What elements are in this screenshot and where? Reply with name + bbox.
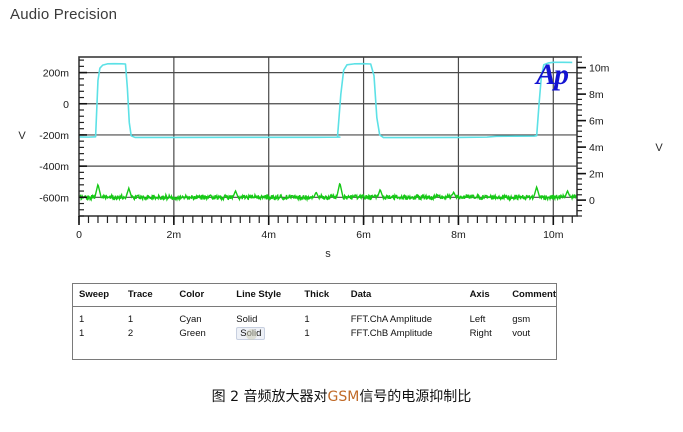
y-axis-title-left: V [18, 130, 26, 142]
column-header-line-style: Line Style [236, 284, 305, 307]
tick-label-right: 10m [589, 63, 610, 75]
column-header-data: Data [350, 284, 470, 307]
series-line-cha[interactable] [79, 61, 573, 139]
tick-label-left: 200m [43, 68, 70, 80]
trace-table-panel[interactable]: Sweep Trace Color Line Style Thick Data … [72, 283, 557, 360]
cell-trace[interactable]: 1 [127, 314, 134, 325]
cell-comment[interactable]: vout [512, 328, 531, 339]
selected-value-label: Solid [236, 327, 266, 340]
trace-table: Sweep Trace Color Line Style Thick Data … [73, 284, 556, 341]
column-header-axis: Axis [469, 284, 513, 307]
tick-label-right: 8m [589, 89, 604, 101]
tick-label-left: 0 [63, 99, 69, 111]
figure-caption: 图 2 音频放大器对GSM信号的电源抑制比 [0, 386, 683, 406]
cell-color[interactable]: Cyan [179, 314, 202, 325]
tick-label-x: 2m [167, 229, 182, 241]
table-row: 1 1 Cyan Solid 1 FFT.ChA Amplitude Left … [73, 307, 556, 327]
series-line-chb[interactable] [79, 182, 577, 203]
caption-prefix: 图 2 音频放大器对 [211, 389, 328, 405]
table-header-row: Sweep Trace Color Line Style Thick Data … [73, 284, 556, 307]
column-header-comment: Comment [512, 284, 556, 307]
cell-axis[interactable]: Left [469, 314, 486, 325]
tick-label-x: 10m [543, 229, 564, 241]
column-header-color: Color [179, 284, 237, 307]
tick-label-left: -400m [39, 161, 69, 173]
chart-panel[interactable]: 200m 0 -200m -400m -600m V 10m 8m 6m 4m 2m 0 V 0 2m 4m 6… [0, 40, 683, 265]
tick-label-right: 4m [589, 142, 604, 154]
tick-label-left: -200m [39, 130, 69, 142]
cell-thick[interactable]: 1 [304, 314, 310, 325]
tick-label-x: 4m [261, 229, 276, 241]
cell-sweep[interactable]: 1 [79, 328, 85, 339]
tick-label-x: 0 [76, 229, 82, 241]
tick-label-x: 6m [356, 229, 371, 241]
caption-highlight: GSM [327, 389, 360, 405]
column-header-thick: Thick [304, 284, 351, 307]
cell-trace[interactable]: 2 [127, 328, 134, 339]
cell-comment[interactable]: gsm [512, 314, 531, 325]
cell-data[interactable]: FFT.ChB Amplitude [350, 328, 433, 339]
tick-label-right: 0 [589, 195, 595, 207]
waveform-chart[interactable]: 200m 0 -200m -400m -600m V 10m 8m 6m 4m 2m 0 V 0 2m 4m 6… [0, 40, 683, 265]
column-header-sweep: Sweep [73, 284, 128, 307]
x-axis-title: s [325, 248, 331, 260]
tick-label-left: -600m [39, 192, 69, 204]
caption-suffix: 信号的电源抑制比 [359, 389, 472, 405]
cell-data[interactable]: FFT.ChA Amplitude [350, 314, 433, 325]
tick-label-x: 8m [451, 229, 466, 241]
cell-color[interactable]: Green [179, 328, 206, 339]
app-title: Audio Precision [10, 6, 118, 23]
cell-line-style[interactable]: Solid [236, 314, 258, 325]
cell-axis[interactable]: Right [469, 328, 492, 339]
tick-label-right: 2m [589, 169, 604, 181]
cell-line-style-selected[interactable]: Solid [236, 326, 304, 341]
column-header-trace: Trace [127, 284, 180, 307]
cell-thick[interactable]: 1 [304, 328, 310, 339]
table-row: 1 2 Green Solid 1 FFT.ChB Amplitude Righ… [73, 326, 556, 341]
y-axis-title-right: V [655, 142, 663, 154]
tick-label-right: 6m [589, 116, 604, 128]
cell-sweep[interactable]: 1 [79, 314, 85, 325]
audio-precision-logo-icon: Ap [536, 58, 569, 91]
